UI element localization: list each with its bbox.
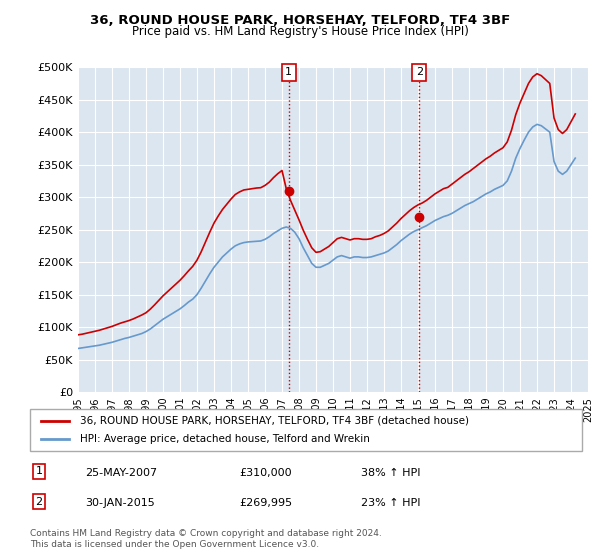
Text: This data is licensed under the Open Government Licence v3.0.: This data is licensed under the Open Gov… <box>30 540 319 549</box>
Text: 1: 1 <box>35 466 43 477</box>
Text: Price paid vs. HM Land Registry's House Price Index (HPI): Price paid vs. HM Land Registry's House … <box>131 25 469 38</box>
Text: 2: 2 <box>416 67 423 77</box>
Text: 38% ↑ HPI: 38% ↑ HPI <box>361 468 421 478</box>
Text: 25-MAY-2007: 25-MAY-2007 <box>85 468 157 478</box>
Text: 36, ROUND HOUSE PARK, HORSEHAY, TELFORD, TF4 3BF (detached house): 36, ROUND HOUSE PARK, HORSEHAY, TELFORD,… <box>80 416 469 426</box>
Text: £269,995: £269,995 <box>240 498 293 508</box>
Text: Contains HM Land Registry data © Crown copyright and database right 2024.: Contains HM Land Registry data © Crown c… <box>30 529 382 538</box>
Text: 1: 1 <box>286 67 292 77</box>
FancyBboxPatch shape <box>30 409 582 451</box>
Text: 23% ↑ HPI: 23% ↑ HPI <box>361 498 421 508</box>
Text: £310,000: £310,000 <box>240 468 292 478</box>
Text: HPI: Average price, detached house, Telford and Wrekin: HPI: Average price, detached house, Telf… <box>80 434 370 444</box>
Text: 30-JAN-2015: 30-JAN-2015 <box>85 498 155 508</box>
Text: 2: 2 <box>35 497 43 507</box>
Text: 36, ROUND HOUSE PARK, HORSEHAY, TELFORD, TF4 3BF: 36, ROUND HOUSE PARK, HORSEHAY, TELFORD,… <box>90 14 510 27</box>
